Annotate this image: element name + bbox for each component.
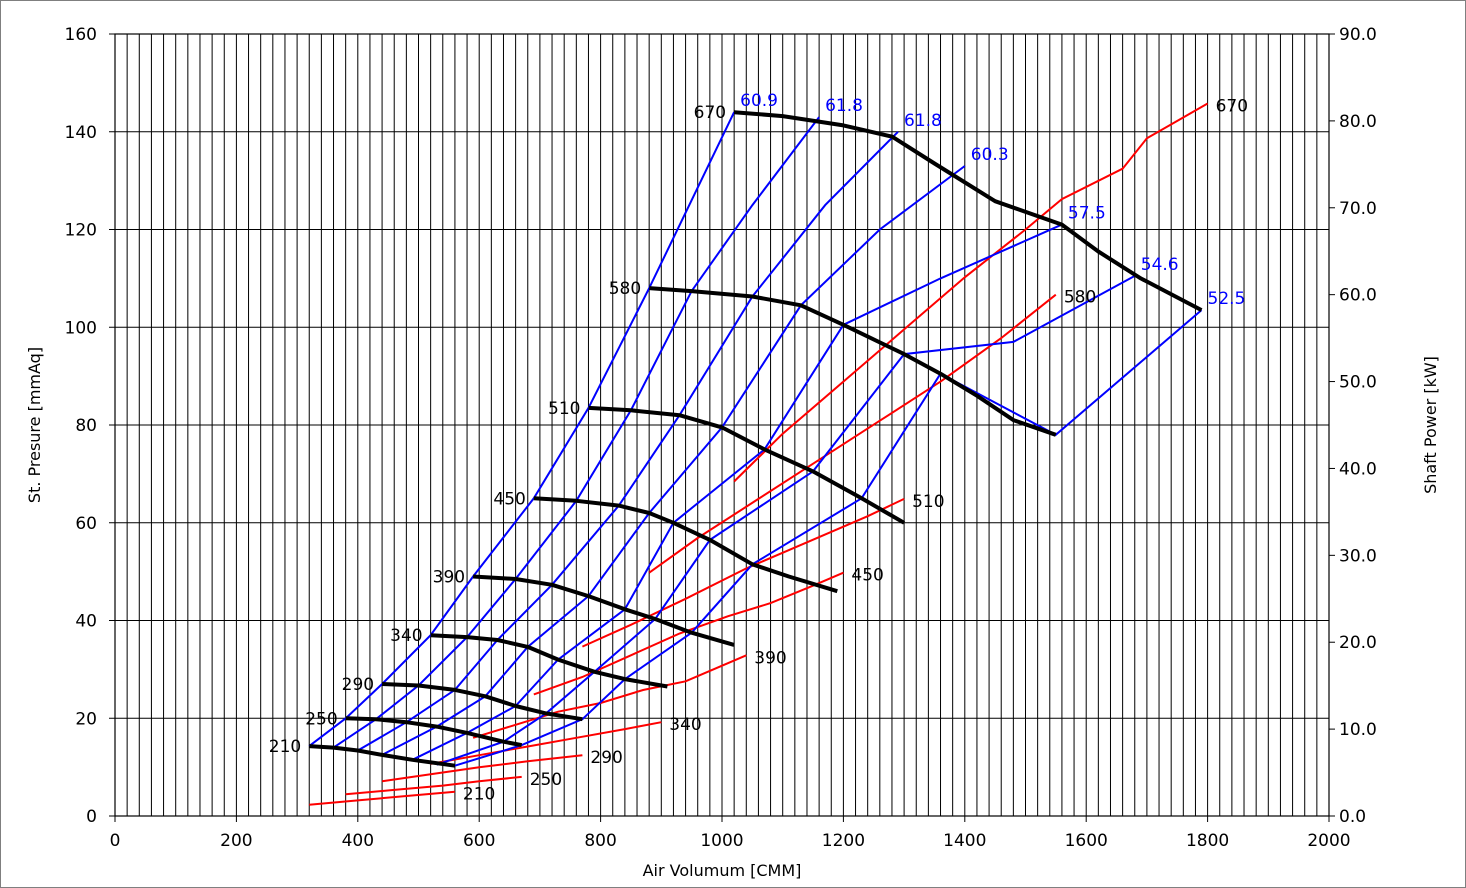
- power-label-210: 210: [463, 785, 495, 805]
- x-tick-label: 1400: [943, 831, 986, 851]
- efficiency-label-3: 61.8: [904, 111, 942, 131]
- y2-tick-label: 0.0: [1339, 807, 1366, 827]
- efficiency-curve-2: [332, 116, 820, 749]
- pressure-label-250: 250: [305, 709, 337, 729]
- pressure-label-510: 510: [548, 399, 580, 419]
- x-tick-label: 800: [584, 831, 616, 851]
- power-curve-290: [381, 754, 583, 783]
- x-axis-title: Air Volumum [CMM]: [643, 861, 802, 880]
- pressure-curve-450: [533, 496, 838, 594]
- y2-tick-label: 60.0: [1339, 286, 1377, 306]
- efficiency-curve-7: [454, 309, 1203, 767]
- x-tick-label: 2000: [1307, 831, 1350, 851]
- pressure-curve-210: [309, 744, 456, 768]
- x-tick-label: 1200: [822, 831, 865, 851]
- power-label-340: 340: [669, 715, 701, 735]
- y-tick-label: 140: [65, 123, 97, 143]
- y2-tick-label: 30.0: [1339, 546, 1377, 566]
- y-tick-label: 160: [65, 25, 97, 45]
- pressure-label-450: 450: [493, 489, 525, 509]
- efficiency-curve-6: [436, 275, 1136, 766]
- power-curve-450: [533, 571, 844, 696]
- power-curve-250: [345, 775, 522, 796]
- y2-tick-label: 40.0: [1339, 459, 1377, 479]
- y2-tick-label: 80.0: [1339, 112, 1377, 132]
- power-label-670: 670: [1216, 97, 1248, 117]
- pressure-curve-250: [345, 716, 523, 748]
- pressure-label-670: 670: [694, 103, 726, 123]
- x-tick-label: 200: [220, 831, 252, 851]
- power-label-250: 250: [530, 770, 562, 790]
- y-tick-label: 20: [75, 709, 97, 729]
- pressure-curve-670: [733, 110, 1203, 312]
- efficiency-label-2: 61.8: [825, 96, 863, 116]
- y2-tick-label: 90.0: [1339, 25, 1377, 45]
- y-tick-label: 40: [75, 612, 97, 632]
- power-label-510: 510: [912, 492, 944, 512]
- pressure-label-390: 390: [433, 568, 465, 588]
- pressure-curve-510: [588, 405, 906, 525]
- power-curve-210: [309, 790, 455, 806]
- pressure-label-210: 210: [269, 737, 301, 757]
- x-tick-label: 0: [110, 831, 121, 851]
- power-label-580: 580: [1064, 288, 1096, 308]
- pressure-curve-340: [430, 633, 668, 689]
- x-tick-label: 1000: [700, 831, 743, 851]
- y-tick-label: 0: [86, 807, 97, 827]
- y2-tick-label: 70.0: [1339, 199, 1377, 219]
- y-tick-label: 100: [65, 318, 97, 338]
- x-tick-label: 600: [463, 831, 495, 851]
- efficiency-label-5: 57.5: [1068, 204, 1106, 224]
- efficiency-curve-4: [381, 165, 966, 756]
- y-tick-label: 120: [65, 221, 97, 241]
- pressure-label-340: 340: [390, 626, 422, 646]
- y-tick-label: 80: [75, 416, 97, 436]
- pressure-curve-390: [472, 574, 735, 647]
- x-tick-label: 1800: [1186, 831, 1229, 851]
- x-tick-label: 1600: [1065, 831, 1108, 851]
- y2-tick-label: 50.0: [1339, 373, 1377, 393]
- pressure-curve-290: [382, 682, 583, 722]
- pressure-label-290: 290: [342, 675, 374, 695]
- pressure-curve-580: [649, 286, 1057, 437]
- efficiency-label-1: 60.9: [740, 91, 778, 111]
- power-curve-390: [472, 654, 747, 739]
- y2-tick-label: 10.0: [1339, 720, 1377, 740]
- y2-axis-title: Shaft Power [kW]: [1421, 356, 1440, 494]
- y-axis-title: St. Presure [mmAq]: [25, 347, 44, 503]
- power-curve-510: [581, 497, 905, 648]
- efficiency-curve-5: [411, 223, 1063, 761]
- efficiency-label-4: 60.3: [971, 145, 1009, 165]
- power-label-450: 450: [851, 566, 883, 586]
- y-tick-label: 60: [75, 514, 97, 534]
- y2-tick-label: 20.0: [1339, 633, 1377, 653]
- power-label-390: 390: [754, 648, 786, 668]
- pressure-label-580: 580: [609, 279, 641, 299]
- power-curve-340: [430, 721, 662, 765]
- efficiency-label-6: 54.6: [1141, 255, 1179, 275]
- power-label-290: 290: [590, 748, 622, 768]
- efficiency-label-7: 52.5: [1208, 289, 1246, 309]
- efficiency-curve-3: [357, 131, 899, 752]
- x-tick-label: 400: [342, 831, 374, 851]
